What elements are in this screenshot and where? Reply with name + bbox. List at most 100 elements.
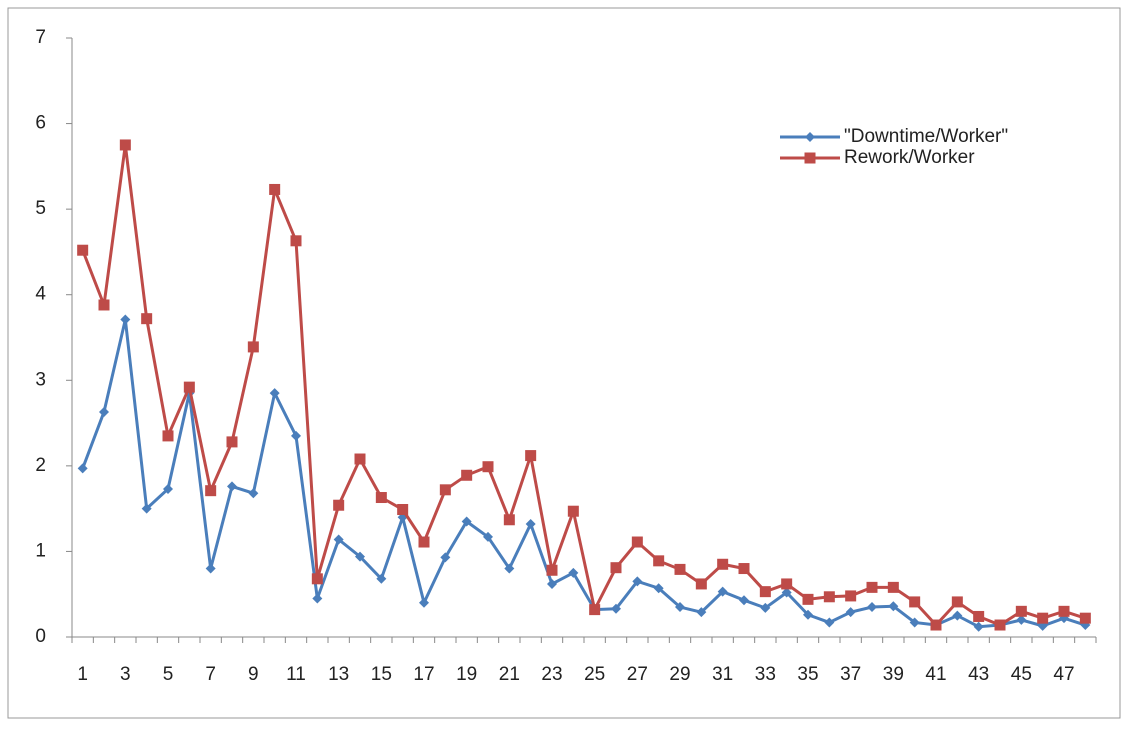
x-tick-label: 43 (968, 664, 989, 685)
data-point (631, 536, 643, 548)
data-point (355, 551, 365, 562)
data-point (1015, 605, 1027, 617)
data-point (632, 576, 643, 587)
x-tick-label: 47 (1053, 664, 1074, 685)
data-point (376, 573, 387, 584)
legend-label: Rework/Worker (844, 147, 975, 168)
data-point (183, 381, 195, 393)
data-point (1016, 614, 1027, 625)
data-point (418, 536, 430, 548)
data-point (461, 469, 473, 481)
data-point (1079, 612, 1091, 624)
data-point (717, 558, 729, 570)
data-point (141, 313, 153, 325)
data-point (77, 244, 89, 256)
data-point (802, 593, 814, 605)
x-tick-label: 17 (413, 664, 434, 685)
data-point (290, 235, 302, 247)
x-tick-label: 19 (456, 664, 477, 685)
x-tick-label: 15 (371, 664, 392, 685)
data-point (205, 563, 216, 574)
data-point (525, 519, 536, 530)
data-point (375, 492, 387, 504)
data-point (120, 314, 131, 325)
data-point (589, 604, 601, 616)
data-point (439, 484, 451, 496)
data-point (781, 578, 793, 590)
data-point (674, 563, 686, 575)
data-point (930, 619, 942, 631)
x-tick-label: 35 (797, 664, 818, 685)
data-point (909, 596, 921, 608)
data-point (119, 139, 131, 151)
x-tick-label: 13 (328, 664, 349, 685)
data-point (162, 430, 174, 442)
data-point (887, 581, 899, 593)
data-point (951, 596, 963, 608)
chart-frame (7, 7, 1121, 719)
data-point (909, 617, 920, 628)
data-point (717, 586, 728, 597)
data-point (354, 453, 366, 465)
x-tick-label: 37 (840, 664, 861, 685)
x-tick-label: 23 (541, 664, 562, 685)
data-point (568, 567, 579, 578)
data-point (546, 564, 558, 576)
data-point (397, 503, 409, 515)
data-point (269, 388, 280, 399)
x-tick-label: 21 (499, 664, 520, 685)
data-point (163, 483, 173, 494)
data-point (248, 488, 259, 499)
data-point (695, 578, 707, 590)
data-point (611, 603, 621, 614)
data-point (227, 481, 237, 492)
data-point (866, 581, 878, 593)
data-point (483, 531, 493, 542)
data-point (739, 595, 749, 606)
x-tick-label: 3 (120, 664, 131, 685)
data-point (333, 499, 345, 511)
data-point (333, 534, 344, 545)
data-point (738, 563, 750, 575)
y-tick-label: 0 (35, 626, 46, 647)
data-point (99, 406, 109, 417)
data-point (781, 587, 792, 598)
data-point (503, 514, 515, 526)
data-point (419, 597, 429, 608)
y-tick-label: 4 (35, 284, 46, 305)
data-point (759, 586, 771, 598)
data-point (269, 183, 281, 195)
data-point (952, 610, 963, 621)
data-point (98, 299, 110, 311)
x-tick-label: 27 (627, 664, 648, 685)
x-tick-label: 33 (755, 664, 776, 685)
data-point (824, 617, 835, 628)
data-point (803, 609, 813, 620)
x-tick-label: 31 (712, 664, 733, 685)
data-point (77, 463, 88, 474)
data-point (867, 602, 877, 613)
data-point (888, 601, 899, 612)
data-point (760, 602, 771, 613)
y-tick-label: 1 (35, 540, 46, 561)
data-point (311, 573, 323, 585)
x-tick-label: 5 (163, 664, 174, 685)
y-tick-label: 2 (35, 455, 46, 476)
x-tick-label: 1 (77, 664, 88, 685)
data-point (823, 591, 835, 603)
x-tick-label: 9 (248, 664, 259, 685)
data-point (482, 461, 494, 473)
data-point (291, 430, 301, 441)
y-tick-label: 3 (35, 369, 46, 390)
x-tick-label: 7 (205, 664, 216, 685)
x-tick-label: 39 (883, 664, 904, 685)
data-point (845, 607, 856, 618)
data-point (567, 505, 579, 517)
data-point (226, 436, 238, 448)
data-point (675, 602, 685, 613)
data-point (547, 578, 557, 589)
data-point (440, 552, 451, 563)
data-point (653, 583, 664, 594)
